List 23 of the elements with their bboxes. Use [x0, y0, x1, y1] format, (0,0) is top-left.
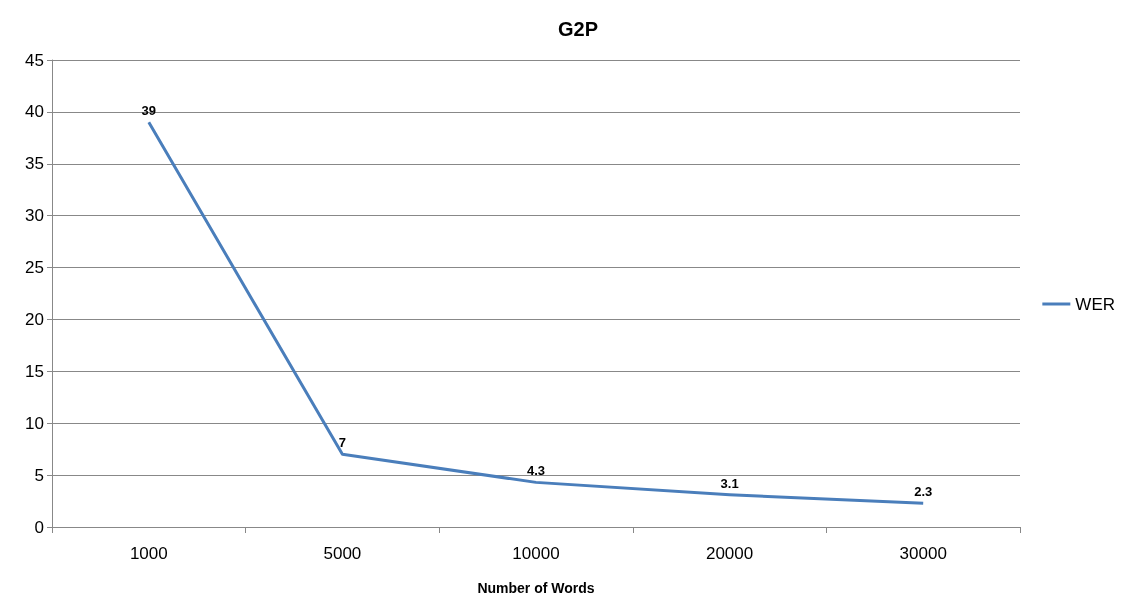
data-label: 3.1 — [720, 475, 739, 491]
data-label: 4.3 — [526, 463, 546, 479]
x-axis-title: Number of Words — [477, 580, 595, 596]
y-tick-label: 30 — [25, 206, 44, 226]
y-tick-label: 25 — [25, 258, 44, 278]
y-tick-label: 45 — [25, 50, 44, 70]
x-tick-label: 30000 — [899, 544, 947, 563]
y-tick-label: 10 — [25, 413, 44, 433]
data-label: 39 — [141, 103, 157, 119]
x-tick-label: 5000 — [323, 544, 362, 563]
data-label: 2.3 — [914, 484, 933, 500]
y-tick-label: 40 — [25, 102, 44, 122]
x-tick-label: 1000 — [129, 544, 168, 563]
data-label: 7 — [338, 435, 347, 451]
y-tick-label: 5 — [34, 465, 44, 485]
y-tick-label: 35 — [25, 154, 44, 174]
legend-label: WER — [1075, 294, 1116, 314]
chart-title: G2P — [557, 18, 599, 40]
x-tick-label: 20000 — [705, 544, 754, 563]
x-tick-label: 10000 — [512, 544, 560, 563]
y-tick-label: 0 — [34, 517, 44, 537]
y-tick-label: 20 — [25, 309, 44, 329]
y-tick-label: 15 — [25, 361, 44, 381]
